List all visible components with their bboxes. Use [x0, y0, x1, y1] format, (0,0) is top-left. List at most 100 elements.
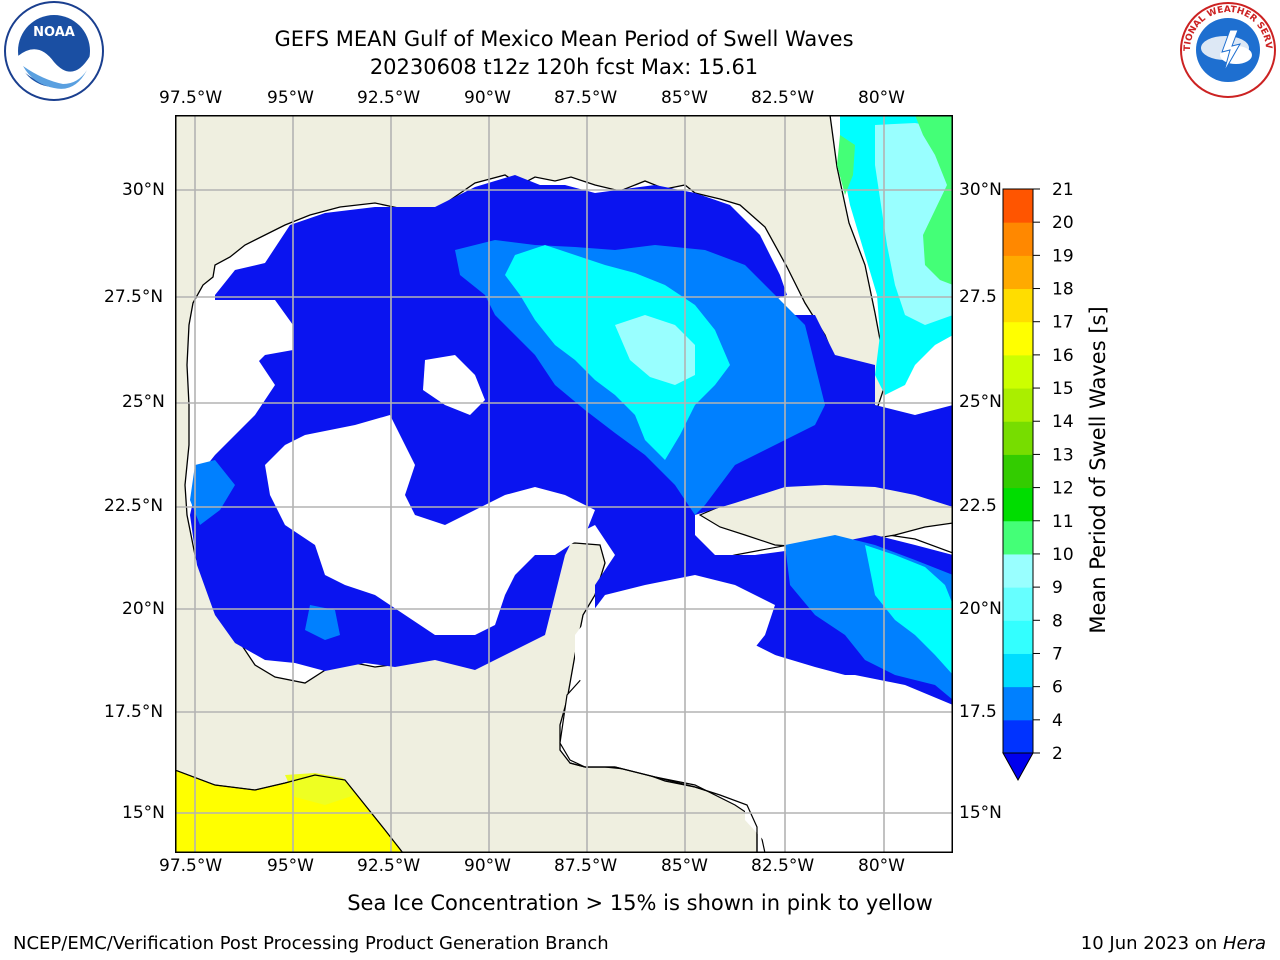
- colorbar-tick-label: 15: [1052, 379, 1074, 399]
- swell-region-4-6s: [305, 605, 340, 640]
- lat-label-right: 22.5: [959, 496, 997, 516]
- colorbar-tick-label: 17: [1052, 313, 1074, 333]
- colorbar-cell: [1003, 288, 1033, 323]
- colorbar-cell: [1003, 354, 1033, 389]
- machine-name: Hera: [1222, 933, 1266, 954]
- date-text: 10 Jun 2023 on: [1080, 933, 1223, 954]
- colorbar-tick-label: 18: [1052, 280, 1074, 300]
- chart-title: GEFS MEAN Gulf of Mexico Mean Period of …: [274, 27, 854, 51]
- colorbar-tick-label: 12: [1052, 479, 1074, 499]
- lon-label-top: 92.5°W: [357, 88, 421, 108]
- lon-label-bottom: 90°W: [464, 856, 511, 876]
- credit-text: NCEP/EMC/Verification Post Processing Pr…: [13, 933, 609, 954]
- coastline: [569, 762, 758, 853]
- colorbar-tick-label: 13: [1052, 445, 1074, 465]
- colorbar-cell: [1003, 719, 1033, 754]
- colorbar-cell: [1003, 620, 1033, 654]
- lon-label-bottom: 97.5°W: [159, 856, 223, 876]
- no-data-patch: [205, 300, 293, 425]
- colorbar-tick-label: 4: [1052, 711, 1063, 731]
- lon-label-bottom: 87.5°W: [554, 856, 618, 876]
- swell-region-9-10s: [837, 135, 855, 195]
- lon-label-top: 95°W: [267, 88, 314, 108]
- lat-label-left: 30°N: [122, 180, 165, 200]
- colorbar-tick-label: 21: [1052, 180, 1074, 200]
- noaa-logo: NOAA: [4, 1, 104, 101]
- colorbar-cell: [1003, 189, 1033, 223]
- lat-label-right: 20°N: [959, 599, 1002, 619]
- colorbar-cell: [1003, 553, 1033, 588]
- lat-label-left: 22.5°N: [104, 496, 164, 516]
- lon-label-top: 85°W: [661, 88, 708, 108]
- colorbar-tick-label: 10: [1052, 545, 1074, 565]
- colorbar-tick-label: 14: [1052, 412, 1074, 432]
- map-border: [175, 115, 953, 853]
- coastline: [175, 769, 404, 853]
- colorbar-cell: [1003, 454, 1033, 489]
- no-data-patch: [575, 575, 775, 715]
- swell-region-9-10s: [915, 115, 953, 285]
- colorbar-tick-label: 19: [1052, 246, 1074, 266]
- colorbar: 2 4 6 7 8 9 10 11 12 13 14 15 16 17 18 19 20 21: [1002, 180, 1074, 782]
- colorbar-tick-label: 2: [1052, 744, 1063, 764]
- lon-label-top: 80°W: [858, 88, 905, 108]
- date-stamp: 10 Jun 2023 on Hera: [1081, 933, 1266, 954]
- lon-label-bottom: 82.5°W: [751, 856, 815, 876]
- lon-label-top: 97.5°W: [159, 88, 223, 108]
- colorbar-cell: [1003, 321, 1033, 356]
- colorbar-cell: [1003, 653, 1033, 688]
- sea-ice-region: [285, 773, 355, 805]
- colorbar-cell: [1003, 255, 1033, 290]
- lat-label-right: 17.5: [959, 702, 997, 722]
- lon-label-top: 87.5°W: [554, 88, 618, 108]
- swell-region-6-7s: [505, 245, 730, 460]
- colorbar-cell: [1003, 487, 1033, 522]
- swell-region-8-9s: [875, 123, 953, 325]
- colorbar-cells: [1003, 189, 1033, 754]
- lat-label-left: 20°N: [122, 599, 165, 619]
- colorbar-cell: [1003, 222, 1033, 256]
- lat-label-right: 15°N: [959, 803, 1002, 823]
- colorbar-tick-label: 11: [1052, 512, 1074, 532]
- colorbar-cell: [1003, 421, 1033, 455]
- no-data-patch: [735, 635, 953, 853]
- colorbar-cell: [1003, 686, 1033, 721]
- colorbar-extend-arrow: [1002, 752, 1034, 782]
- lon-label-top: 82.5°W: [751, 88, 815, 108]
- lon-label-top: 90°W: [464, 88, 511, 108]
- lon-label-bottom: 85°W: [661, 856, 708, 876]
- colorbar-cell: [1003, 520, 1033, 555]
- lat-label-right: 30°N: [959, 180, 1002, 200]
- colorbar-tick-label: 16: [1052, 346, 1074, 366]
- colorbar-tick-label: 6: [1052, 678, 1063, 698]
- lat-label-right: 25°N: [959, 392, 1002, 412]
- lat-label-left: 25°N: [122, 392, 165, 412]
- lon-label-bottom: 80°W: [858, 856, 905, 876]
- no-data-patch: [265, 415, 595, 635]
- map-panel: [175, 115, 953, 853]
- colorbar-outline: [1002, 188, 1034, 754]
- colorbar-cell: [1003, 388, 1033, 422]
- colorbar-ticks: 2 4 6 7 8 9 10 11 12 13 14 15 16 17 18 19 20 21: [1033, 180, 1074, 764]
- lat-label-left: 15°N: [122, 803, 165, 823]
- colorbar-label: Mean Period of Swell Waves [s]: [1086, 306, 1110, 634]
- no-data-patch: [423, 355, 485, 415]
- swell-region-6-7s: [865, 545, 953, 675]
- colorbar-tick-label: 7: [1052, 644, 1063, 664]
- colorbar-cell: [1003, 587, 1033, 621]
- colorbar-tick-label: 8: [1052, 611, 1063, 631]
- lat-label-left: 27.5°N: [104, 287, 164, 307]
- colorbar-tick-label: 20: [1052, 213, 1074, 233]
- graticule: [175, 115, 953, 853]
- lat-label-left: 17.5°N: [104, 702, 164, 722]
- colorbar-tick-label: 9: [1052, 578, 1063, 598]
- lat-label-right: 27.5: [959, 287, 997, 307]
- swell-region-8-9s: [615, 315, 695, 385]
- nws-logo: NATIONAL WEATHER SERVICE: [1178, 0, 1276, 98]
- sea-ice-note: Sea Ice Concentration > 15% is shown in …: [347, 891, 933, 915]
- lon-label-bottom: 95°W: [267, 856, 314, 876]
- noaa-logo-text: NOAA: [33, 25, 75, 40]
- swell-region-4-6s: [190, 460, 235, 525]
- chart-subtitle: 20230608 t12z 120h fcst Max: 15.61: [369, 55, 759, 79]
- lon-label-bottom: 92.5°W: [357, 856, 421, 876]
